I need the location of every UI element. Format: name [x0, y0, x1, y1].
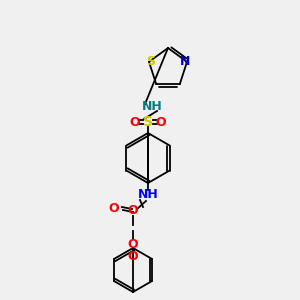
Text: O: O — [156, 116, 166, 128]
Text: O: O — [128, 203, 138, 217]
Text: N: N — [180, 55, 190, 68]
Text: O: O — [130, 116, 140, 128]
Text: O: O — [128, 250, 138, 262]
Text: O: O — [109, 202, 119, 214]
Text: S: S — [146, 55, 155, 68]
Text: O: O — [128, 238, 138, 250]
Text: S: S — [143, 115, 153, 129]
Text: NH: NH — [142, 100, 162, 113]
Text: NH: NH — [138, 188, 158, 202]
